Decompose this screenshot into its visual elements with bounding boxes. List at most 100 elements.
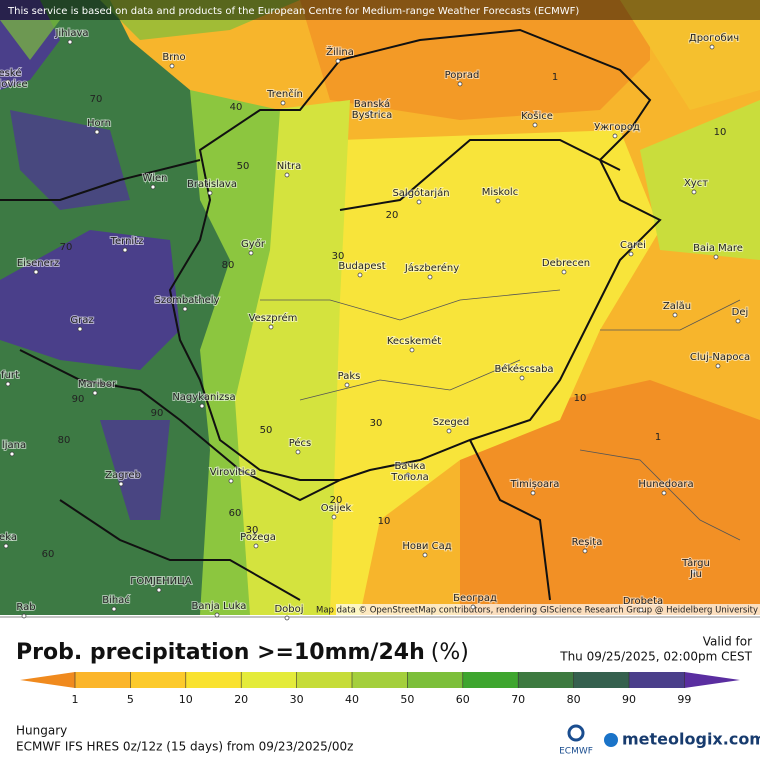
colorbar-tick-label: 60: [456, 693, 470, 706]
city-label-line: Jiu: [689, 569, 702, 580]
city-label: Reșița: [572, 537, 603, 548]
city-label: Timișoara: [510, 479, 560, 490]
contour-label: 30: [332, 251, 345, 262]
city-label: Хуст: [684, 178, 708, 189]
contour-label: 30: [246, 525, 259, 536]
contour-label: 50: [237, 161, 250, 172]
contour-label: 10: [714, 127, 727, 138]
city-label: Košice: [521, 110, 553, 122]
colorbar-tick-label: 1: [72, 693, 79, 706]
notice-bar: [0, 0, 760, 20]
credit-bg: [336, 604, 760, 616]
city-label: furt: [1, 370, 19, 381]
colorbar-arrow-left: [20, 672, 75, 688]
city-dot: [156, 587, 162, 593]
contour-label: 30: [370, 418, 383, 429]
city-label: Београд: [453, 593, 497, 604]
city-label: ГОМЈЕНИЦА: [130, 576, 192, 587]
city-label-line: Топола: [390, 472, 428, 483]
city-label: eka: [0, 532, 17, 543]
city-label: Osijek: [321, 503, 352, 514]
city-label: Nitra: [277, 161, 301, 172]
city-label: Baia Mare: [693, 243, 743, 254]
city-label: Maribor: [78, 379, 117, 390]
city-dot: [715, 363, 721, 369]
city-label: Salgótarján: [392, 187, 449, 199]
city-dot: [530, 490, 536, 496]
contour-label: 50: [260, 425, 273, 436]
colorbar-tick-label: 99: [677, 693, 691, 706]
colorbar-tick-label: 5: [127, 693, 134, 706]
colorbar-segment: [75, 672, 131, 688]
valid-time: Thu 09/25/2025, 02:00pm CEST: [559, 650, 752, 664]
city-dot: [561, 269, 567, 275]
contour-label: 90: [151, 408, 164, 419]
contour-label: 90: [72, 394, 85, 405]
city-label: Budapest: [338, 261, 385, 272]
city-label: Virovitica: [210, 467, 256, 478]
colorbar-segment: [296, 672, 353, 688]
colorbar-tick-label: 30: [290, 693, 304, 706]
notice: This service is based on data and produc…: [7, 6, 579, 17]
contour-label: 60: [229, 508, 242, 519]
city-label: Paks: [338, 371, 361, 382]
city-label: Graz: [70, 315, 93, 326]
contour-label: 80: [58, 435, 71, 446]
city-dot: [519, 375, 525, 381]
colorbar-segment: [407, 672, 464, 688]
city-dot: [661, 490, 667, 496]
city-dot: [495, 198, 501, 204]
city-dot: [77, 326, 83, 332]
city-label: Нови Сад: [402, 541, 451, 552]
city-label: Drobeta: [623, 596, 663, 607]
city-label: Győr: [241, 238, 266, 250]
contour-label: 1: [655, 432, 661, 443]
city-label: Kecskemét: [387, 335, 441, 347]
city-label: Дрогобич: [689, 33, 739, 44]
city-dot: [457, 81, 463, 87]
legend-title: Prob. precipitation >=10mm/24h (%): [16, 640, 469, 665]
admin-lines: [260, 289, 741, 541]
borders: [0, 28, 662, 601]
contour-label: 40: [230, 102, 243, 113]
city-dot: [405, 472, 411, 478]
city-label: Trenčín: [266, 88, 303, 100]
city-dot: [3, 543, 9, 549]
city-label: Szombathely: [154, 295, 219, 306]
city-label: Бачка Топола: [390, 461, 428, 483]
colorbar-arrow-right: [684, 672, 740, 688]
city-dot: [182, 306, 188, 312]
city-label: eskéějovice: [0, 67, 28, 90]
colorbar-segment: [185, 672, 242, 688]
city-dot: [416, 199, 422, 205]
city-dot: [207, 190, 213, 196]
city-dot: [169, 63, 175, 69]
city-label: Rab: [16, 602, 35, 613]
city-label: Békéscsaba: [494, 363, 553, 375]
city-label: Horn: [87, 118, 111, 129]
contour-label: 10: [378, 516, 391, 527]
city-label: Zagreb: [105, 470, 141, 481]
colorbar-tick-label: 20: [234, 693, 248, 706]
contour-label: 70: [90, 94, 103, 105]
city-dot: [335, 58, 341, 64]
city-label-line: Târgu: [681, 557, 710, 569]
colorbar-segment: [518, 672, 575, 688]
city-label: Eisenerz: [17, 258, 59, 269]
brand: meteologix.com: [622, 730, 760, 749]
city-label: Carei: [620, 240, 646, 251]
city-label-line: Bystrica: [352, 110, 392, 121]
city-dot: [612, 133, 618, 139]
legend-title-text: Prob. precipitation >=10mm/24h: [16, 640, 425, 665]
city-dot: [92, 390, 98, 396]
city-label: Žilina: [326, 45, 354, 58]
colorbar-tick-label: 40: [345, 693, 359, 706]
city-dot: [295, 449, 301, 455]
city-label: Bratislava: [187, 179, 237, 190]
city-dot: [357, 272, 363, 278]
city-dot: [33, 269, 39, 275]
city-label: Ужгород: [594, 122, 640, 133]
city-dot: [409, 347, 415, 353]
city-dot: [150, 184, 156, 190]
contour-label: 1: [552, 72, 558, 83]
